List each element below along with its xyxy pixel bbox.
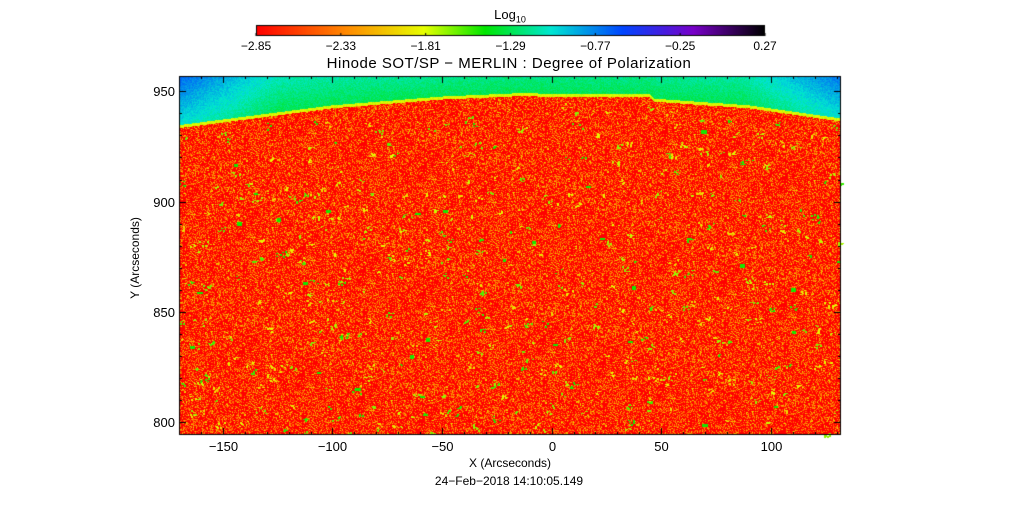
x-tick-label: −100 (317, 439, 348, 454)
y-axis-label: Y (Arcseconds) (128, 217, 142, 299)
colorbar-tick-label: −0.77 (580, 39, 611, 53)
y-tick-label: 800 (153, 414, 175, 430)
colorbar-title: Log10 (494, 7, 526, 25)
y-tick-label: 850 (153, 304, 175, 320)
timestamp: 24−Feb−2018 14:10:05.149 (434, 474, 584, 488)
colorbar-tick-label: −2.33 (325, 39, 357, 53)
x-tick-label: −150 (208, 439, 239, 454)
x-tick-label: 100 (760, 439, 783, 454)
y-tick-label: 900 (153, 194, 175, 210)
x-tick-label: 50 (654, 439, 669, 454)
x-tick-label: 0 (548, 439, 557, 454)
y-tick-label: 950 (153, 83, 175, 99)
colorbar-tick-label: −0.25 (664, 39, 696, 53)
chart-title: Hinode SOT/SP − MERLIN : Degree of Polar… (326, 55, 692, 72)
colorbar-tick-label: −2.85 (240, 39, 272, 53)
colorbar-tick-label: −1.29 (495, 39, 526, 53)
colorbar-tick-label: 0.27 (753, 39, 777, 53)
x-axis-label: X (Arcseconds) (468, 456, 552, 470)
x-tick-label: −50 (431, 439, 454, 454)
colorbar-tick-label: −1.81 (410, 39, 441, 53)
